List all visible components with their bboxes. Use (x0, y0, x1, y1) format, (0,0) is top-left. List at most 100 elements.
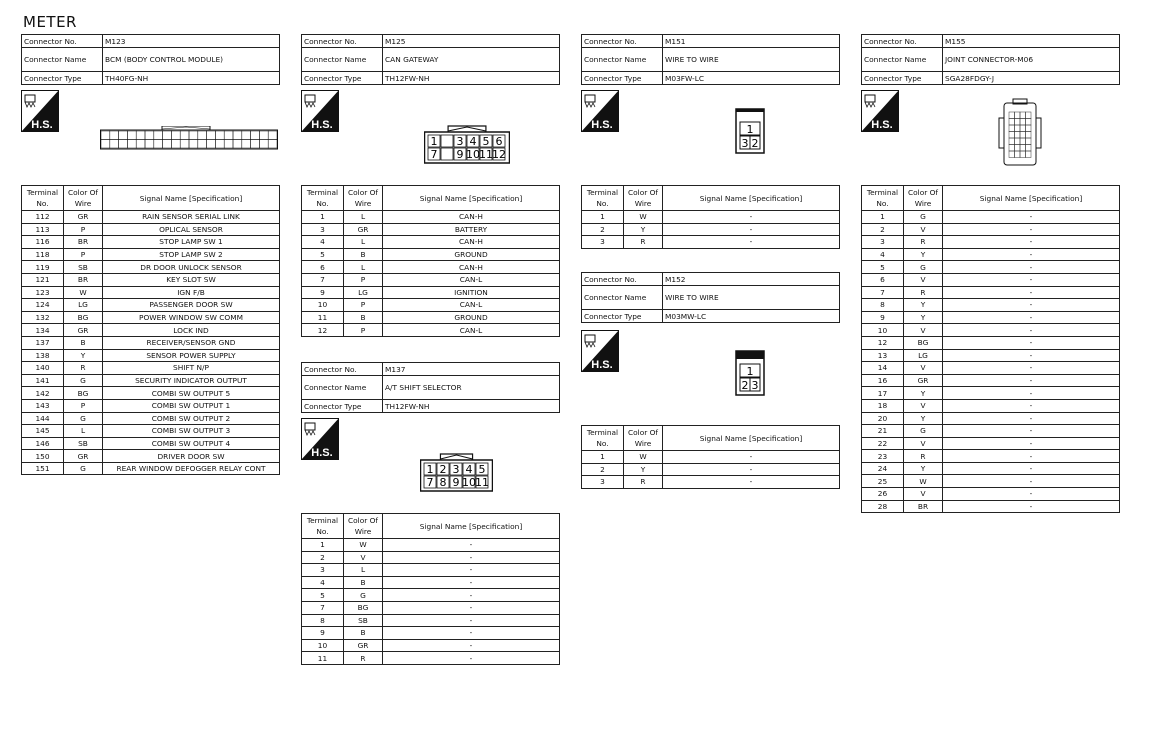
wire-color: R (623, 235, 663, 249)
signal-name: RAIN SENSOR SERIAL LINK (102, 210, 280, 224)
wire-color: V (903, 272, 943, 287)
terminal-no: 1 (301, 538, 344, 552)
svg-text:H.S.: H.S. (311, 119, 332, 131)
label-connector-name: Connector Name (301, 47, 383, 72)
table-row: 18 V - (861, 398, 1120, 413)
signal-name: POWER WINDOW SW COMM (102, 310, 280, 325)
terminal-no: 9 (301, 626, 344, 640)
terminal-no: 5 (301, 588, 344, 602)
signal-name: - (942, 348, 1120, 363)
terminal-no: 151 (21, 461, 64, 476)
harness-side-icon: H.S. (301, 90, 339, 132)
terminal-no: 6 (861, 272, 904, 287)
terminal-no: 8 (861, 298, 904, 312)
signal-name: - (942, 461, 1120, 476)
table-row: 142 BG COMBI SW OUTPUT 5 (21, 386, 280, 400)
terminal-no: 2 (581, 462, 624, 477)
wire-color: V (903, 436, 943, 451)
wire-color: Y (623, 462, 663, 477)
header-signal-name: Signal Name [Specification] (102, 185, 280, 211)
terminal-no: 4 (301, 235, 344, 249)
label-connector-type: Connector Type (21, 71, 103, 85)
wire-color: BG (63, 310, 103, 325)
signal-name: - (382, 538, 560, 552)
terminal-no: 140 (21, 361, 64, 375)
label-connector-name: Connector Name (21, 47, 103, 72)
connector-diagram-M137: 1 2 3 4 5 7 8 9 10 11 (419, 452, 494, 496)
wire-color: G (903, 260, 943, 274)
label-connector-type: Connector Type (301, 399, 383, 413)
wire-color: G (63, 411, 103, 426)
signal-name: - (382, 563, 560, 577)
svg-text:H.S.: H.S. (591, 119, 612, 131)
pin-number: 1 (427, 463, 434, 476)
signal-name: - (942, 323, 1120, 337)
pin-number: 2 (752, 137, 759, 150)
terminal-no: 113 (21, 222, 64, 237)
pin-number: 11 (479, 148, 493, 161)
wire-color: R (623, 475, 663, 489)
wire-color: GR (343, 638, 383, 653)
signal-name: BATTERY (382, 222, 560, 237)
label-connector-name: Connector Name (301, 375, 383, 400)
wire-color: LG (63, 298, 103, 312)
terminal-no: 124 (21, 298, 64, 312)
signal-name: - (942, 260, 1120, 274)
signal-name: - (942, 272, 1120, 287)
wire-color: LG (903, 348, 943, 363)
signal-name: DRIVER DOOR SW (102, 449, 280, 463)
signal-name: - (942, 474, 1120, 489)
pin-number: 12 (492, 148, 506, 161)
table-row: 150 GR DRIVER DOOR SW (21, 449, 280, 463)
signal-name: DR DOOR UNLOCK SENSOR (102, 260, 280, 274)
wire-color: G (343, 588, 383, 602)
header-terminal-no: Terminal No. (301, 513, 344, 539)
label-connector-name: Connector Name (861, 47, 943, 72)
wire-color: W (903, 474, 943, 489)
value-connector-name: CAN GATEWAY (382, 47, 560, 72)
value-connector-type: SGA28FDGY-J (942, 71, 1120, 85)
wire-color: GR (63, 210, 103, 224)
value-connector-no: M137 (382, 362, 560, 376)
pin-number: 5 (483, 135, 490, 148)
signal-name: - (382, 600, 560, 615)
value-connector-no: M155 (942, 34, 1120, 48)
signal-name: SHIFT N/P (102, 361, 280, 375)
table-row: 118 P STOP LAMP SW 2 (21, 247, 280, 262)
label-connector-name: Connector Name (581, 47, 663, 72)
wire-color: L (63, 424, 103, 438)
table-row: 121 BR KEY SLOT SW (21, 272, 280, 287)
label-connector-no: Connector No. (861, 34, 943, 48)
signal-name: - (942, 499, 1120, 514)
pin-number: 8 (440, 476, 447, 489)
signal-name: SECURITY INDICATOR OUTPUT (102, 373, 280, 388)
connector-diagram-M155 (998, 98, 1042, 172)
table-row: 24 Y - (861, 461, 1120, 476)
connector-header-M125: Connector No. M125 Connector Name CAN GATEW… (301, 34, 560, 85)
signal-name: - (662, 222, 840, 237)
wire-color: Y (903, 461, 943, 476)
table-row: 6 L CAN-H (301, 260, 560, 274)
terminal-no: 18 (861, 398, 904, 413)
header-color-of-wire: Color Of Wire (903, 185, 943, 211)
value-connector-no: M125 (382, 34, 560, 48)
terminal-no: 28 (861, 499, 904, 514)
table-row: 113 P OPLICAL SENSOR (21, 222, 280, 237)
terminal-no: 20 (861, 411, 904, 426)
terminal-no: 10 (301, 638, 344, 653)
signal-name: KEY SLOT SW (102, 272, 280, 287)
wire-color: Y (903, 411, 943, 426)
wire-color: P (343, 272, 383, 287)
terminal-no: 9 (861, 310, 904, 325)
table-row: 10 GR - (301, 638, 560, 653)
